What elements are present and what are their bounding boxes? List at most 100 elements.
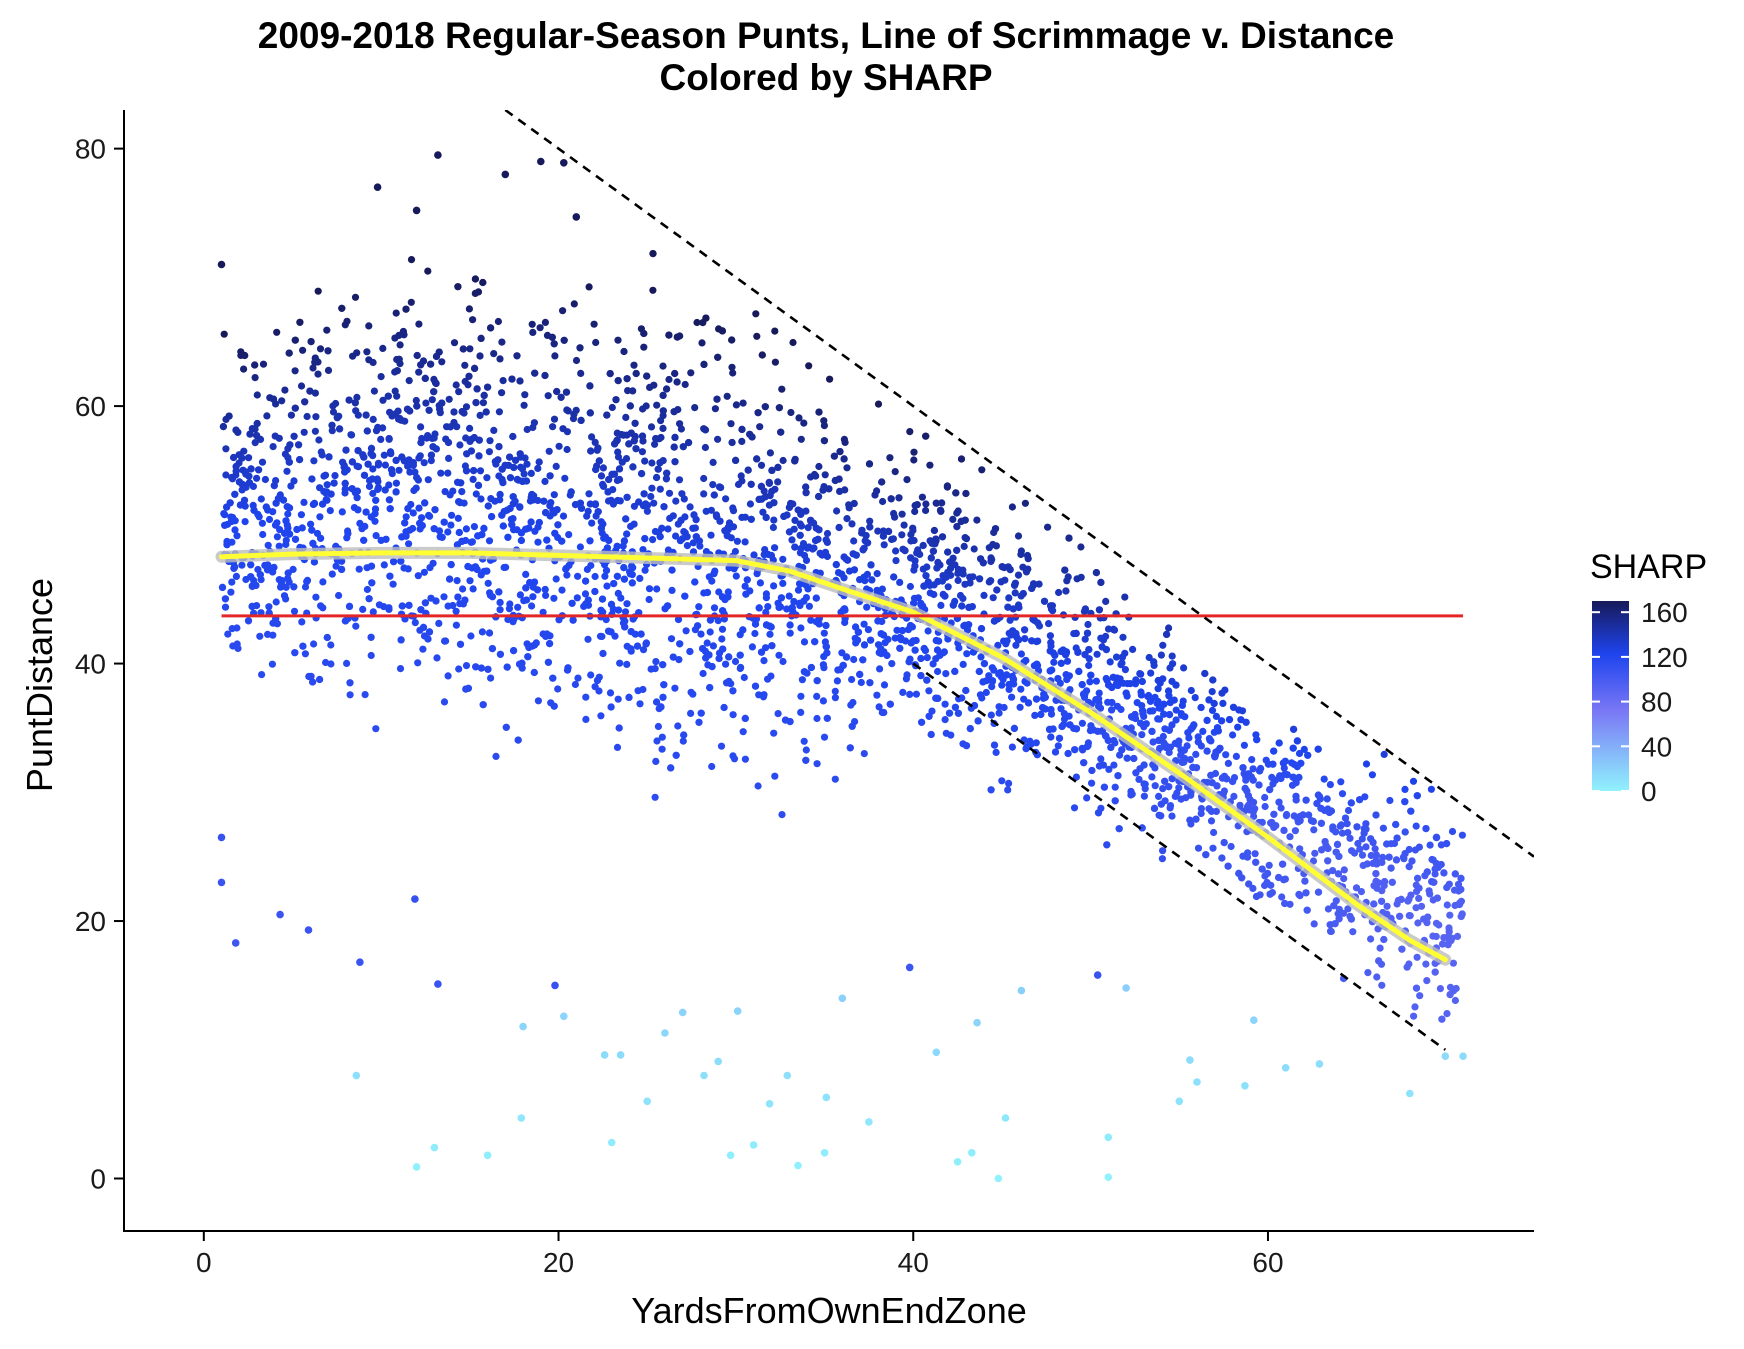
scatter-point <box>815 408 823 416</box>
scatter-point <box>941 716 949 724</box>
scatter-point <box>674 722 682 730</box>
scatter-point <box>1380 750 1388 759</box>
scatter-point <box>438 533 446 541</box>
scatter-point <box>653 737 661 745</box>
scatter-point <box>528 602 536 610</box>
scatter-point <box>929 547 938 555</box>
scatter-point-outlier <box>700 1071 708 1080</box>
scatter-point <box>695 603 703 611</box>
scatter-point <box>510 463 518 472</box>
scatter-point <box>1008 693 1016 701</box>
scatter-point <box>1359 861 1367 870</box>
scatter-point-outlier <box>352 1071 361 1080</box>
scatter-point <box>555 442 563 450</box>
scatter-point <box>671 369 679 378</box>
scatter-point <box>796 580 804 588</box>
scatter-point <box>447 561 455 569</box>
scatter-point <box>509 647 518 655</box>
scatter-point <box>455 665 463 673</box>
scatter-point <box>499 522 507 530</box>
scatter-point <box>671 684 679 692</box>
scatter-point <box>514 603 522 611</box>
scatter-point <box>496 490 504 499</box>
scatter-point <box>1387 864 1395 872</box>
scatter-point <box>536 324 544 332</box>
scatter-point <box>1149 738 1157 746</box>
scatter-point <box>647 423 656 431</box>
scatter-point <box>417 439 425 447</box>
scatter-point <box>659 424 667 432</box>
scatter-point <box>920 582 928 590</box>
scatter-point <box>852 623 860 631</box>
scatter-point <box>708 762 716 771</box>
scatter-point <box>624 387 632 395</box>
scatter-point <box>1131 710 1139 719</box>
scatter-point <box>702 507 710 515</box>
scatter-point <box>344 527 352 535</box>
scatter-point-outlier <box>1175 1097 1184 1106</box>
scatter-point <box>1375 957 1383 965</box>
scatter-point <box>402 532 410 540</box>
scatter-point <box>639 546 647 554</box>
scatter-point-outlier <box>1093 971 1102 979</box>
scatter-point <box>477 495 485 503</box>
scatter-point <box>659 661 667 669</box>
scatter-point <box>291 336 299 344</box>
scatter-point <box>1457 912 1465 921</box>
scatter-point <box>820 629 828 637</box>
scatter-point <box>258 519 266 527</box>
scatter-point <box>1145 653 1153 662</box>
scatter-point <box>670 408 678 416</box>
scatter-point <box>606 370 614 378</box>
scatter-point <box>717 483 725 492</box>
scatter-point <box>965 603 973 612</box>
scatter-point <box>807 616 815 624</box>
scatter-point <box>1445 924 1453 932</box>
scatter-point <box>945 709 954 717</box>
scatter-point <box>330 479 338 487</box>
scatter-point <box>251 425 259 433</box>
scatter-point <box>718 327 727 335</box>
scatter-point <box>1309 817 1317 826</box>
scatter-point <box>454 514 462 522</box>
scatter-point <box>444 672 452 680</box>
scatter-point <box>706 616 715 624</box>
scatter-point <box>398 453 406 461</box>
scatter-point <box>718 635 726 643</box>
scatter-point <box>569 616 577 624</box>
scatter-point <box>630 520 638 528</box>
scatter-point <box>406 526 414 534</box>
scatter-point <box>586 537 594 545</box>
scatter-point <box>923 676 931 684</box>
scatter-point <box>865 460 874 468</box>
scatter-point <box>987 786 995 794</box>
scatter-point <box>513 352 521 360</box>
scatter-point <box>361 691 369 699</box>
scatter-point <box>657 417 665 425</box>
scatter-point <box>429 443 437 451</box>
scatter-point <box>978 694 986 702</box>
scatter-point <box>465 372 473 380</box>
scatter-point <box>1141 780 1149 788</box>
scatter-point <box>1333 840 1342 849</box>
scatter-point <box>1047 706 1055 714</box>
scatter-point <box>549 674 557 682</box>
scatter-point <box>1118 653 1126 661</box>
scatter-point <box>932 499 940 507</box>
scatter-point <box>710 604 719 612</box>
scatter-point <box>1378 981 1386 989</box>
scatter-point <box>617 594 625 602</box>
scatter-point <box>534 464 542 472</box>
scatter-point <box>669 512 677 520</box>
scatter-point <box>550 491 558 499</box>
scatter-point <box>1127 787 1135 796</box>
scatter-point <box>951 703 960 711</box>
scatter-point <box>823 649 831 657</box>
scatter-point <box>1229 731 1237 739</box>
scatter-point <box>1180 758 1188 766</box>
scatter-point <box>939 649 947 657</box>
scatter-point <box>1047 638 1055 647</box>
scatter-point <box>470 523 478 531</box>
scatter-point <box>628 562 636 570</box>
scatter-point <box>312 413 320 421</box>
